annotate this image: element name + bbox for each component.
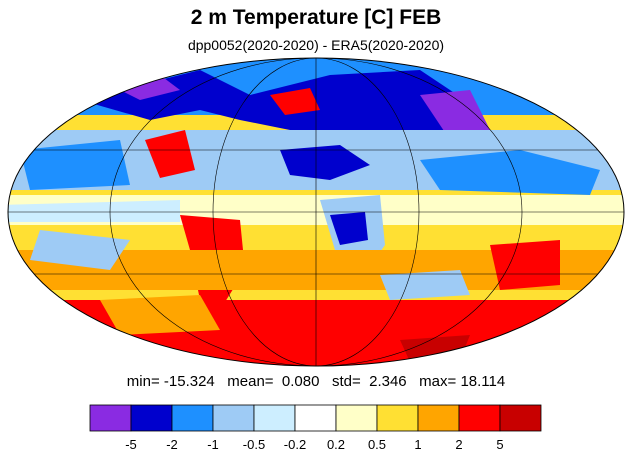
map-region-siberia-purple [420,90,490,140]
colorbar-swatch [171,404,214,432]
colorbar-tick-label: -2 [166,437,178,452]
colorbar-tick-label: 5 [496,437,503,452]
stat-mean-value: 0.080 [281,373,320,390]
stat-max-label: max= [419,373,457,390]
map-region-south-ocean-orange [100,295,220,335]
map-region-arctic-purple [110,75,180,100]
map-region-central-africa [330,212,368,245]
map-region-north-pacific [20,140,130,190]
colorbar-swatch [376,404,419,432]
colorbar-tick-label: -0.5 [243,437,265,452]
colorbar-swatch [294,404,337,432]
stat-max-value: 18.114 [460,373,506,390]
colorbar-swatch [212,404,255,432]
colorbar-tick-label: -1 [207,437,219,452]
colorbar-tick-label: 2 [455,437,462,452]
stat-min-label: min= [126,373,160,390]
stat-min-value: -15.324 [163,373,215,390]
map-region-australia-warm [490,240,560,290]
colorbar-tick-label: -0.2 [284,437,306,452]
map-outline [7,57,625,367]
map-region-asia-blue [420,150,600,195]
colorbar-swatch [499,404,542,432]
stat-std-label: std= [331,373,361,390]
map-graticule [8,58,624,366]
figure-subtitle: dpp0052(2020-2020) - ERA5(2020-2020) [187,37,445,53]
colorbar-tick-label: -5 [125,437,137,452]
map-region-indian-ocean [380,270,470,300]
map-region-south-pacific [30,230,130,270]
colorbar-swatch [89,404,132,432]
colorbar-swatch [253,404,296,432]
map-region-north-america-warm [145,130,195,178]
colorbar-tick-label: 0.5 [368,437,386,452]
map-region-europe-cold [280,145,370,180]
stat-mean-label: mean= [227,373,274,390]
colorbar-tick-label: 0.2 [327,437,345,452]
map-region-tropical-pacific [8,200,180,222]
colorbar-swatch [130,404,173,432]
colorbar-tick-label: 1 [414,437,421,452]
figure-title: 2 m Temperature [C] FEB [190,6,442,29]
map-region-greenland-warm [270,88,320,115]
stat-std-value: 2.346 [369,373,407,390]
statistics-line: min= -15.324 mean= 0.080 std= 2.346 max=… [0,373,632,390]
colorbar-swatch [458,404,501,432]
temperature-difference-map [7,57,625,367]
colorbar-swatch [335,404,378,432]
colorbar-swatch [417,404,460,432]
